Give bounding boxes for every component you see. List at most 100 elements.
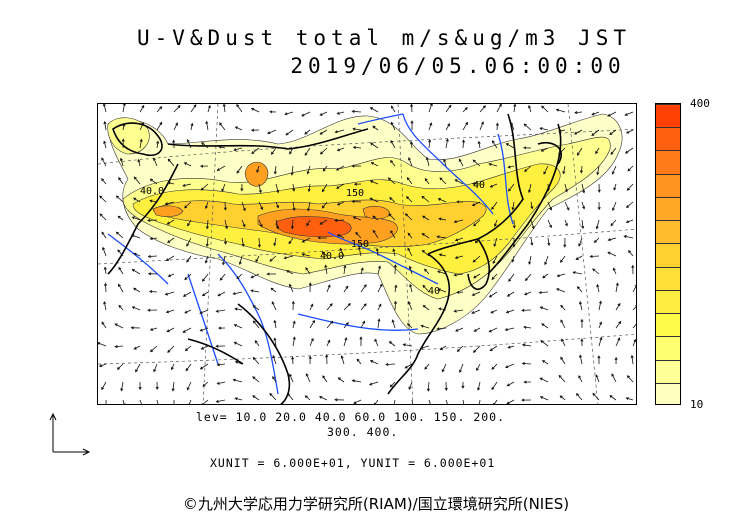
dust-hotspot-north bbox=[244, 161, 269, 187]
wind-arrow bbox=[190, 122, 194, 131]
wind-arrow bbox=[201, 142, 209, 149]
wind-arrow bbox=[438, 253, 447, 257]
wind-arrow bbox=[153, 363, 158, 373]
wind-arrow bbox=[491, 201, 498, 210]
wind-arrow bbox=[292, 320, 296, 329]
wind-arrow bbox=[115, 195, 124, 203]
wind-arrow bbox=[337, 377, 345, 383]
wind-arrow bbox=[118, 177, 124, 185]
wind-arrow bbox=[422, 215, 430, 221]
wind-arrow bbox=[117, 249, 124, 257]
wind-arrow bbox=[623, 235, 634, 239]
wind-arrow bbox=[547, 201, 553, 211]
wind-arrow bbox=[477, 381, 481, 391]
wind-arrow bbox=[283, 255, 294, 260]
wind-arrow bbox=[334, 218, 345, 222]
wind-arrow bbox=[336, 183, 345, 189]
wind-arrow bbox=[493, 399, 498, 404]
wind-arrow bbox=[304, 395, 311, 401]
wind-arrow bbox=[489, 183, 498, 188]
wind-arrow bbox=[573, 129, 583, 135]
contour-labels: 40.0 150 40.0 150 40 40 40 bbox=[140, 180, 485, 297]
wind-arrow bbox=[490, 309, 498, 314]
wind-arrow bbox=[421, 233, 430, 239]
wind-arrow bbox=[234, 126, 243, 131]
wind-arrow bbox=[387, 177, 396, 185]
wind-arrow bbox=[291, 300, 295, 311]
wind-arrow bbox=[528, 183, 532, 194]
colorbar-segment bbox=[656, 104, 680, 128]
wind-arrow bbox=[579, 301, 583, 311]
map-canvas: 40.0 150 40.0 150 40 40 40 bbox=[98, 104, 636, 404]
wind-arrow bbox=[319, 129, 328, 135]
wind-arrow bbox=[479, 105, 486, 113]
wind-arrow bbox=[591, 111, 600, 116]
wind-arrow bbox=[187, 219, 192, 227]
wind-arrow bbox=[272, 375, 277, 383]
wind-arrow bbox=[626, 129, 634, 134]
wind-arrow bbox=[521, 398, 532, 402]
wind-arrow bbox=[374, 338, 379, 347]
wind-arrow bbox=[238, 255, 243, 266]
wind-arrow bbox=[317, 236, 328, 240]
colorbar-segment bbox=[656, 196, 680, 221]
wind-arrow bbox=[273, 319, 277, 329]
wind-arrow bbox=[234, 307, 243, 311]
wind-arrow bbox=[318, 395, 328, 401]
wind-arrow bbox=[267, 129, 277, 135]
wind-arrow bbox=[505, 363, 515, 369]
wind-arrow bbox=[458, 158, 464, 167]
wind-arrow bbox=[368, 381, 379, 386]
dust-hotspot-west bbox=[152, 205, 184, 217]
colorbar-segment bbox=[656, 313, 680, 337]
wind-arrow bbox=[200, 345, 209, 350]
wind-arrow bbox=[133, 287, 141, 293]
wind-arrow bbox=[369, 107, 379, 113]
wind-arrow bbox=[223, 201, 227, 211]
wind-arrow bbox=[166, 327, 175, 333]
wind-arrow bbox=[266, 272, 277, 276]
contour-label: 40 bbox=[473, 180, 485, 191]
wind-arrow bbox=[578, 237, 583, 247]
wind-arrow bbox=[409, 141, 413, 149]
wind-arrow bbox=[438, 217, 447, 221]
wind-arrow bbox=[122, 399, 126, 404]
wind-arrow bbox=[199, 327, 209, 332]
wind-arrow bbox=[183, 162, 192, 167]
wind-arrow bbox=[271, 301, 277, 311]
wind-arrow bbox=[632, 305, 636, 311]
wind-arrow bbox=[597, 183, 601, 193]
wind-arrow bbox=[131, 234, 141, 239]
wind-arrow bbox=[118, 304, 124, 311]
wind-arrow bbox=[309, 303, 314, 311]
wind-arrow bbox=[236, 165, 243, 174]
wind-arrow bbox=[308, 282, 312, 293]
wind-arrow bbox=[103, 266, 107, 275]
wind-arrow bbox=[326, 320, 334, 329]
wind-arrow bbox=[187, 399, 192, 404]
wind-arrow bbox=[250, 289, 260, 293]
wind-arrow bbox=[493, 219, 498, 227]
map-title: U-V&Dust total m/s&ug/m3 JST bbox=[136, 26, 631, 50]
wind-arrow bbox=[218, 326, 226, 330]
wind-arrow bbox=[402, 343, 413, 347]
wind-arrow bbox=[236, 104, 243, 113]
wind-arrow bbox=[624, 111, 634, 116]
colorbar-max-label: 400 bbox=[690, 97, 710, 110]
wind-arrow bbox=[522, 146, 532, 150]
wind-arrow bbox=[219, 122, 226, 131]
wind-arrow bbox=[539, 306, 549, 311]
wind-arrow bbox=[495, 122, 499, 131]
wind-arrow bbox=[609, 395, 617, 401]
wind-arrow bbox=[133, 176, 141, 185]
wind-arrow bbox=[491, 363, 498, 370]
wind-arrow bbox=[288, 237, 294, 245]
wind-arrow bbox=[258, 219, 263, 228]
wind-arrow bbox=[472, 345, 481, 353]
wind-arrow bbox=[131, 306, 141, 311]
wind-arrow bbox=[445, 399, 448, 404]
wind-arrow bbox=[547, 237, 551, 247]
wind-arrow bbox=[388, 341, 396, 347]
wind-arrow bbox=[407, 247, 413, 257]
wind-arrow bbox=[454, 179, 464, 185]
